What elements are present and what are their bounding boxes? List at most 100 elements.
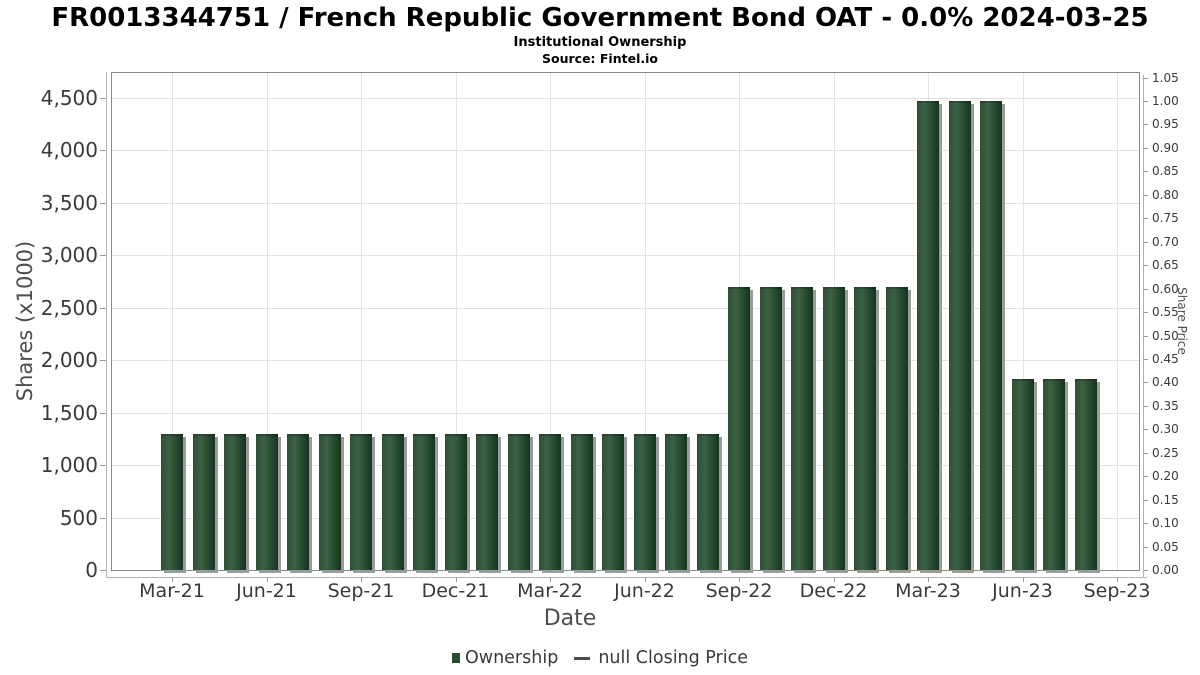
- ownership-bar: [696, 433, 719, 570]
- ownership-bar: [633, 433, 656, 570]
- right-axis-tick-label: 0.30: [1152, 422, 1179, 437]
- chart-legend: Ownership null Closing Price: [0, 646, 1200, 670]
- left-tick-mark: [100, 465, 106, 467]
- right-tick-mark: [1143, 358, 1148, 360]
- left-axis-tick-label: 3,000: [40, 243, 98, 268]
- x-tick-mark: [550, 577, 551, 582]
- chart-source-label: Source: Fintel.io: [542, 51, 658, 66]
- right-tick-mark: [1143, 476, 1148, 478]
- x-tick-mark: [361, 577, 362, 582]
- h-gridline: [112, 98, 1139, 99]
- left-axis-line: [106, 72, 107, 577]
- h-gridline: [112, 202, 1139, 204]
- h-gridline: [112, 517, 1139, 519]
- ownership-bar: [948, 101, 971, 570]
- left-tick-mark: [100, 517, 106, 519]
- chart-subtitle: Institutional Ownership: [513, 35, 687, 50]
- right-axis-tick-label: 0.95: [1152, 117, 1179, 132]
- left-axis-tick-label: 2,000: [40, 348, 98, 373]
- v-gridline: [550, 73, 551, 570]
- right-tick-mark: [1143, 265, 1148, 267]
- ownership-bar: [1043, 379, 1065, 570]
- right-axis-line: [1143, 75, 1144, 577]
- right-axis-tick-label: 0.75: [1152, 211, 1179, 226]
- right-tick-mark: [1143, 382, 1148, 384]
- right-tick-mark: [1143, 101, 1148, 102]
- x-axis-tick-label: Sep-22: [705, 580, 773, 602]
- left-axis-tick-label: 2,500: [40, 295, 98, 320]
- right-tick-mark: [1143, 147, 1148, 149]
- x-tick-mark: [455, 577, 457, 582]
- x-axis-tick-label: Mar-21: [139, 580, 205, 602]
- ownership-bar: [224, 433, 246, 570]
- h-gridline: [112, 307, 1139, 309]
- right-tick-mark: [1143, 124, 1148, 126]
- x-tick-mark: [1022, 577, 1024, 582]
- legend-item-closing-price[interactable]: null Closing Price: [558, 648, 748, 668]
- closing-price-line-icon: [574, 656, 591, 660]
- ownership-bar: [507, 433, 530, 570]
- right-tick-mark: [1143, 499, 1148, 501]
- ownership-bar: [476, 433, 498, 570]
- right-tick-mark: [1143, 452, 1148, 454]
- right-axis-tick-label: 0.70: [1152, 234, 1179, 249]
- v-gridline: [644, 73, 646, 570]
- right-tick-mark: [1143, 335, 1148, 337]
- right-axis-tick-label: 1.05: [1152, 70, 1179, 85]
- legend-item-ownership[interactable]: Ownership: [451, 648, 559, 668]
- x-tick-mark: [928, 577, 929, 582]
- chart-title: FR0013344751 / French Republic Governmen…: [51, 3, 1149, 33]
- left-tick-mark: [100, 202, 106, 204]
- right-axis-tick-label: 0.10: [1152, 516, 1179, 531]
- h-gridline: [112, 465, 1139, 467]
- right-tick-mark: [1143, 312, 1148, 314]
- ownership-bar: [1011, 379, 1034, 570]
- v-gridline: [1022, 73, 1024, 570]
- right-axis-tick-label: 0.40: [1152, 375, 1179, 390]
- right-tick-mark: [1143, 570, 1148, 571]
- x-axis-tick-label: Mar-23: [895, 580, 961, 602]
- h-gridline: [112, 412, 1139, 414]
- right-axis-tick-label: 0.20: [1152, 469, 1179, 484]
- v-gridline: [361, 73, 362, 570]
- v-gridline: [172, 73, 173, 570]
- x-tick-mark: [172, 577, 173, 582]
- ownership-bar: [287, 433, 309, 570]
- right-tick-mark: [1143, 194, 1148, 196]
- ownership-legend-label: Ownership: [464, 648, 559, 668]
- right-tick-mark: [1143, 288, 1148, 290]
- plot-area: [111, 72, 1140, 571]
- left-axis-tick-label: 500: [59, 505, 98, 530]
- right-axis-tick-label: 0.60: [1152, 281, 1179, 296]
- left-tick-mark: [100, 255, 106, 257]
- right-axis-tick-label: 0.65: [1152, 258, 1179, 273]
- ownership-bar: [255, 433, 278, 570]
- h-gridline: [112, 255, 1139, 257]
- right-axis-tick-label: 1.00: [1152, 94, 1179, 108]
- v-gridline: [455, 73, 457, 570]
- x-axis-tick-label: Jun-22: [614, 580, 675, 602]
- ownership-bar: [728, 286, 750, 570]
- ownership-bar: [885, 286, 908, 570]
- left-axis-tick-label: 0: [85, 558, 98, 582]
- x-axis-tick-label: Sep-23: [1083, 580, 1151, 602]
- h-gridline: [112, 150, 1139, 152]
- ownership-bar: [539, 433, 561, 570]
- v-gridline: [266, 73, 268, 570]
- right-axis-title: Share Price: [1175, 287, 1189, 355]
- ownership-bar: [413, 433, 435, 570]
- ownership-bar: [822, 286, 845, 570]
- x-axis-title: Date: [543, 606, 597, 631]
- left-tick-mark: [100, 360, 106, 362]
- x-axis-tick-label: Sep-21: [327, 580, 395, 602]
- ownership-swatch-icon: [451, 653, 460, 663]
- right-tick-mark: [1143, 171, 1148, 173]
- x-axis-tick-label: Dec-22: [799, 580, 868, 602]
- right-tick-mark: [1143, 523, 1148, 525]
- left-axis-tick-label: 1,000: [40, 453, 98, 478]
- ownership-bar: [759, 286, 782, 570]
- right-tick-mark: [1143, 241, 1148, 243]
- right-tick-mark: [1143, 218, 1148, 220]
- ownership-bar: [318, 433, 341, 570]
